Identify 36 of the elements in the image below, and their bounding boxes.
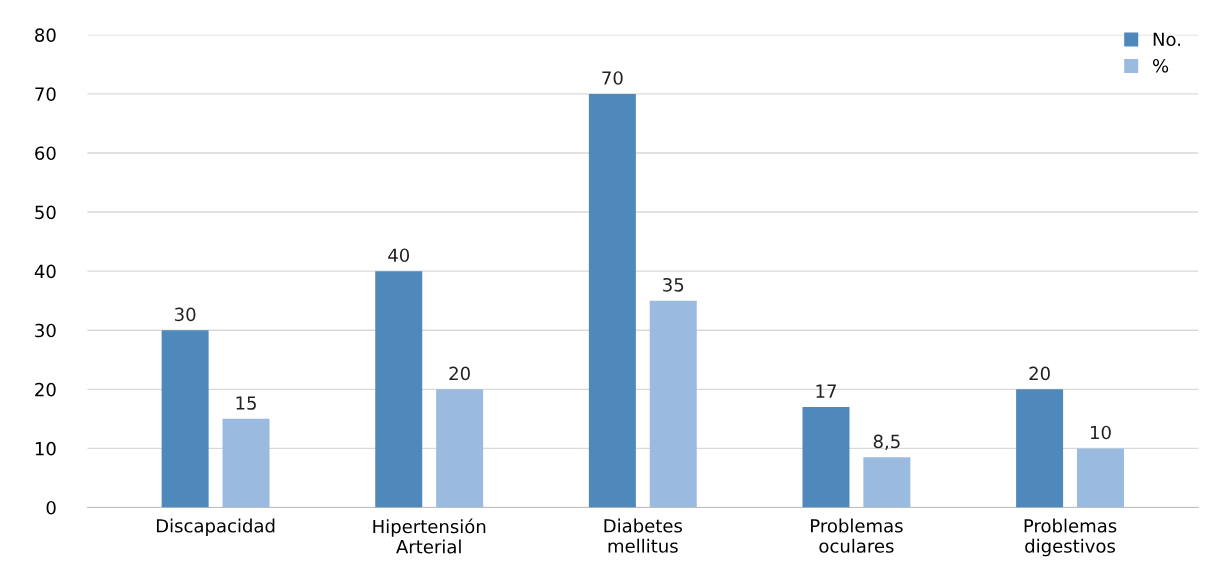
data-label: 35	[663, 277, 684, 292]
y-tick-label: 70	[35, 87, 56, 101]
data-label: 17	[816, 384, 836, 398]
data-label: 20	[449, 366, 470, 381]
bar	[161, 330, 209, 508]
bar	[375, 271, 423, 508]
data-label: 40	[388, 248, 410, 263]
legend-label: No.	[1153, 32, 1181, 47]
y-tick-label: 60	[35, 146, 56, 161]
bar	[436, 389, 484, 508]
legend-label: %	[1152, 58, 1169, 73]
x-tick-label: Hipertensión Arterial	[373, 518, 486, 554]
y-tick-label: 30	[35, 323, 56, 338]
bar	[1016, 389, 1064, 508]
data-label: 8,5	[873, 434, 900, 451]
bar	[588, 93, 636, 508]
data-label: 15	[236, 396, 256, 410]
y-tick-label: 40	[34, 264, 56, 279]
bar	[222, 418, 270, 508]
y-tick-label: 50	[35, 205, 56, 220]
x-tick-label: Problemas oculares	[811, 518, 903, 553]
bar	[863, 457, 911, 508]
y-tick-label: 0	[46, 500, 56, 515]
bar	[1076, 448, 1124, 508]
x-tick-label: Diabetes mellitus	[604, 518, 682, 553]
bar	[649, 300, 697, 508]
data-label: 20	[1029, 366, 1050, 381]
data-label: 30	[175, 307, 196, 322]
x-tick-label: Problemas digestivos	[1024, 518, 1117, 557]
bar	[802, 407, 850, 508]
x-tick-label: Discapacidad	[156, 518, 275, 537]
y-tick-label: 80	[35, 28, 56, 42]
y-tick-label: 10	[35, 441, 56, 456]
data-label: 70	[602, 71, 623, 85]
data-label: 10	[1090, 425, 1111, 440]
y-tick-label: 20	[35, 382, 56, 397]
